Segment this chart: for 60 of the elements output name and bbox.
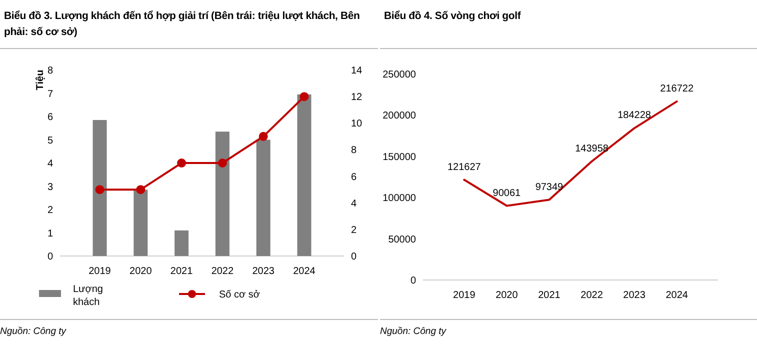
x-tick-label: 2020 <box>130 266 152 277</box>
data-label: 143958 <box>575 143 609 154</box>
text: Nguồn: Công ty <box>0 326 68 337</box>
y-tick-label: 0 <box>47 252 54 262</box>
y-axis-title: Tiệu <box>35 70 46 90</box>
y2-tick-label: 4 <box>351 198 357 210</box>
x-tick-label: 2022 <box>211 266 234 277</box>
y2-tick-label: 2 <box>351 224 357 236</box>
y2-tick-label: 6 <box>351 172 357 183</box>
y-tick-label: 5 <box>47 135 54 146</box>
data-label: 184228 <box>618 110 652 122</box>
y-tick-label: 200000 <box>382 110 416 122</box>
x-tick-label: 2019 <box>453 290 476 301</box>
legend-label: Lượng khách <box>73 284 103 308</box>
y2-tick-label: 12 <box>351 92 363 104</box>
y-tick-label: 1 <box>47 228 54 240</box>
y2-tick-label: 0 <box>351 252 357 262</box>
bar <box>297 94 312 256</box>
y2-tick-label: 14 <box>351 66 363 76</box>
point <box>136 185 146 194</box>
x-tick-label: 2024 <box>293 266 316 277</box>
data-label: 90061 <box>492 188 522 199</box>
y-tick-label: 150000 <box>382 152 416 163</box>
y-tick-label: 100000 <box>382 193 416 204</box>
y-tick-label: 4 <box>47 158 54 170</box>
x-tick-label: 2021 <box>538 290 561 301</box>
legend-label: Số cơ sở <box>219 290 260 300</box>
point <box>218 158 227 168</box>
bar <box>256 140 270 256</box>
data-label: 216722 <box>660 83 694 94</box>
y-tick-label: 6 <box>47 112 54 123</box>
x-tick-label: 2024 <box>666 290 688 301</box>
y-tick-label: 250000 <box>382 70 416 80</box>
y-tick-label: 3 <box>47 182 54 193</box>
bar <box>92 120 107 256</box>
y-tick-label: 8 <box>47 66 54 76</box>
text: Nguồn: Công ty <box>380 326 448 337</box>
point <box>95 185 104 194</box>
x-tick-label: 2023 <box>252 266 275 277</box>
data-label: 97349 <box>535 182 564 193</box>
bar <box>134 190 148 256</box>
y2-tick-label: 8 <box>351 145 357 156</box>
chart-title: Biểu đồ 4. Số vòng chơi golf <box>380 0 757 49</box>
data-label: 121627 <box>447 162 482 173</box>
point <box>177 158 186 168</box>
chart-title: Biểu đồ 3. Lượng khách đến tổ hợp giải trí (Bên trái: triệu lượt khách, Bên phải: số cơ sở) <box>0 0 378 49</box>
x-tick-label: 2021 <box>170 266 194 277</box>
bar <box>215 132 230 256</box>
point <box>300 92 309 102</box>
x-tick-label: 2023 <box>623 290 646 301</box>
x-tick-label: 2020 <box>496 290 518 301</box>
point <box>258 132 268 141</box>
bar <box>174 230 189 256</box>
x-tick-label: 2022 <box>580 290 604 301</box>
y-tick-label: 7 <box>47 88 54 100</box>
y-tick-label: 50000 <box>388 234 416 246</box>
y2-tick-label: 10 <box>351 118 363 130</box>
y-tick-label: 2 <box>47 205 54 216</box>
y-tick-label: 0 <box>410 276 416 286</box>
x-tick-label: 2019 <box>88 266 112 277</box>
